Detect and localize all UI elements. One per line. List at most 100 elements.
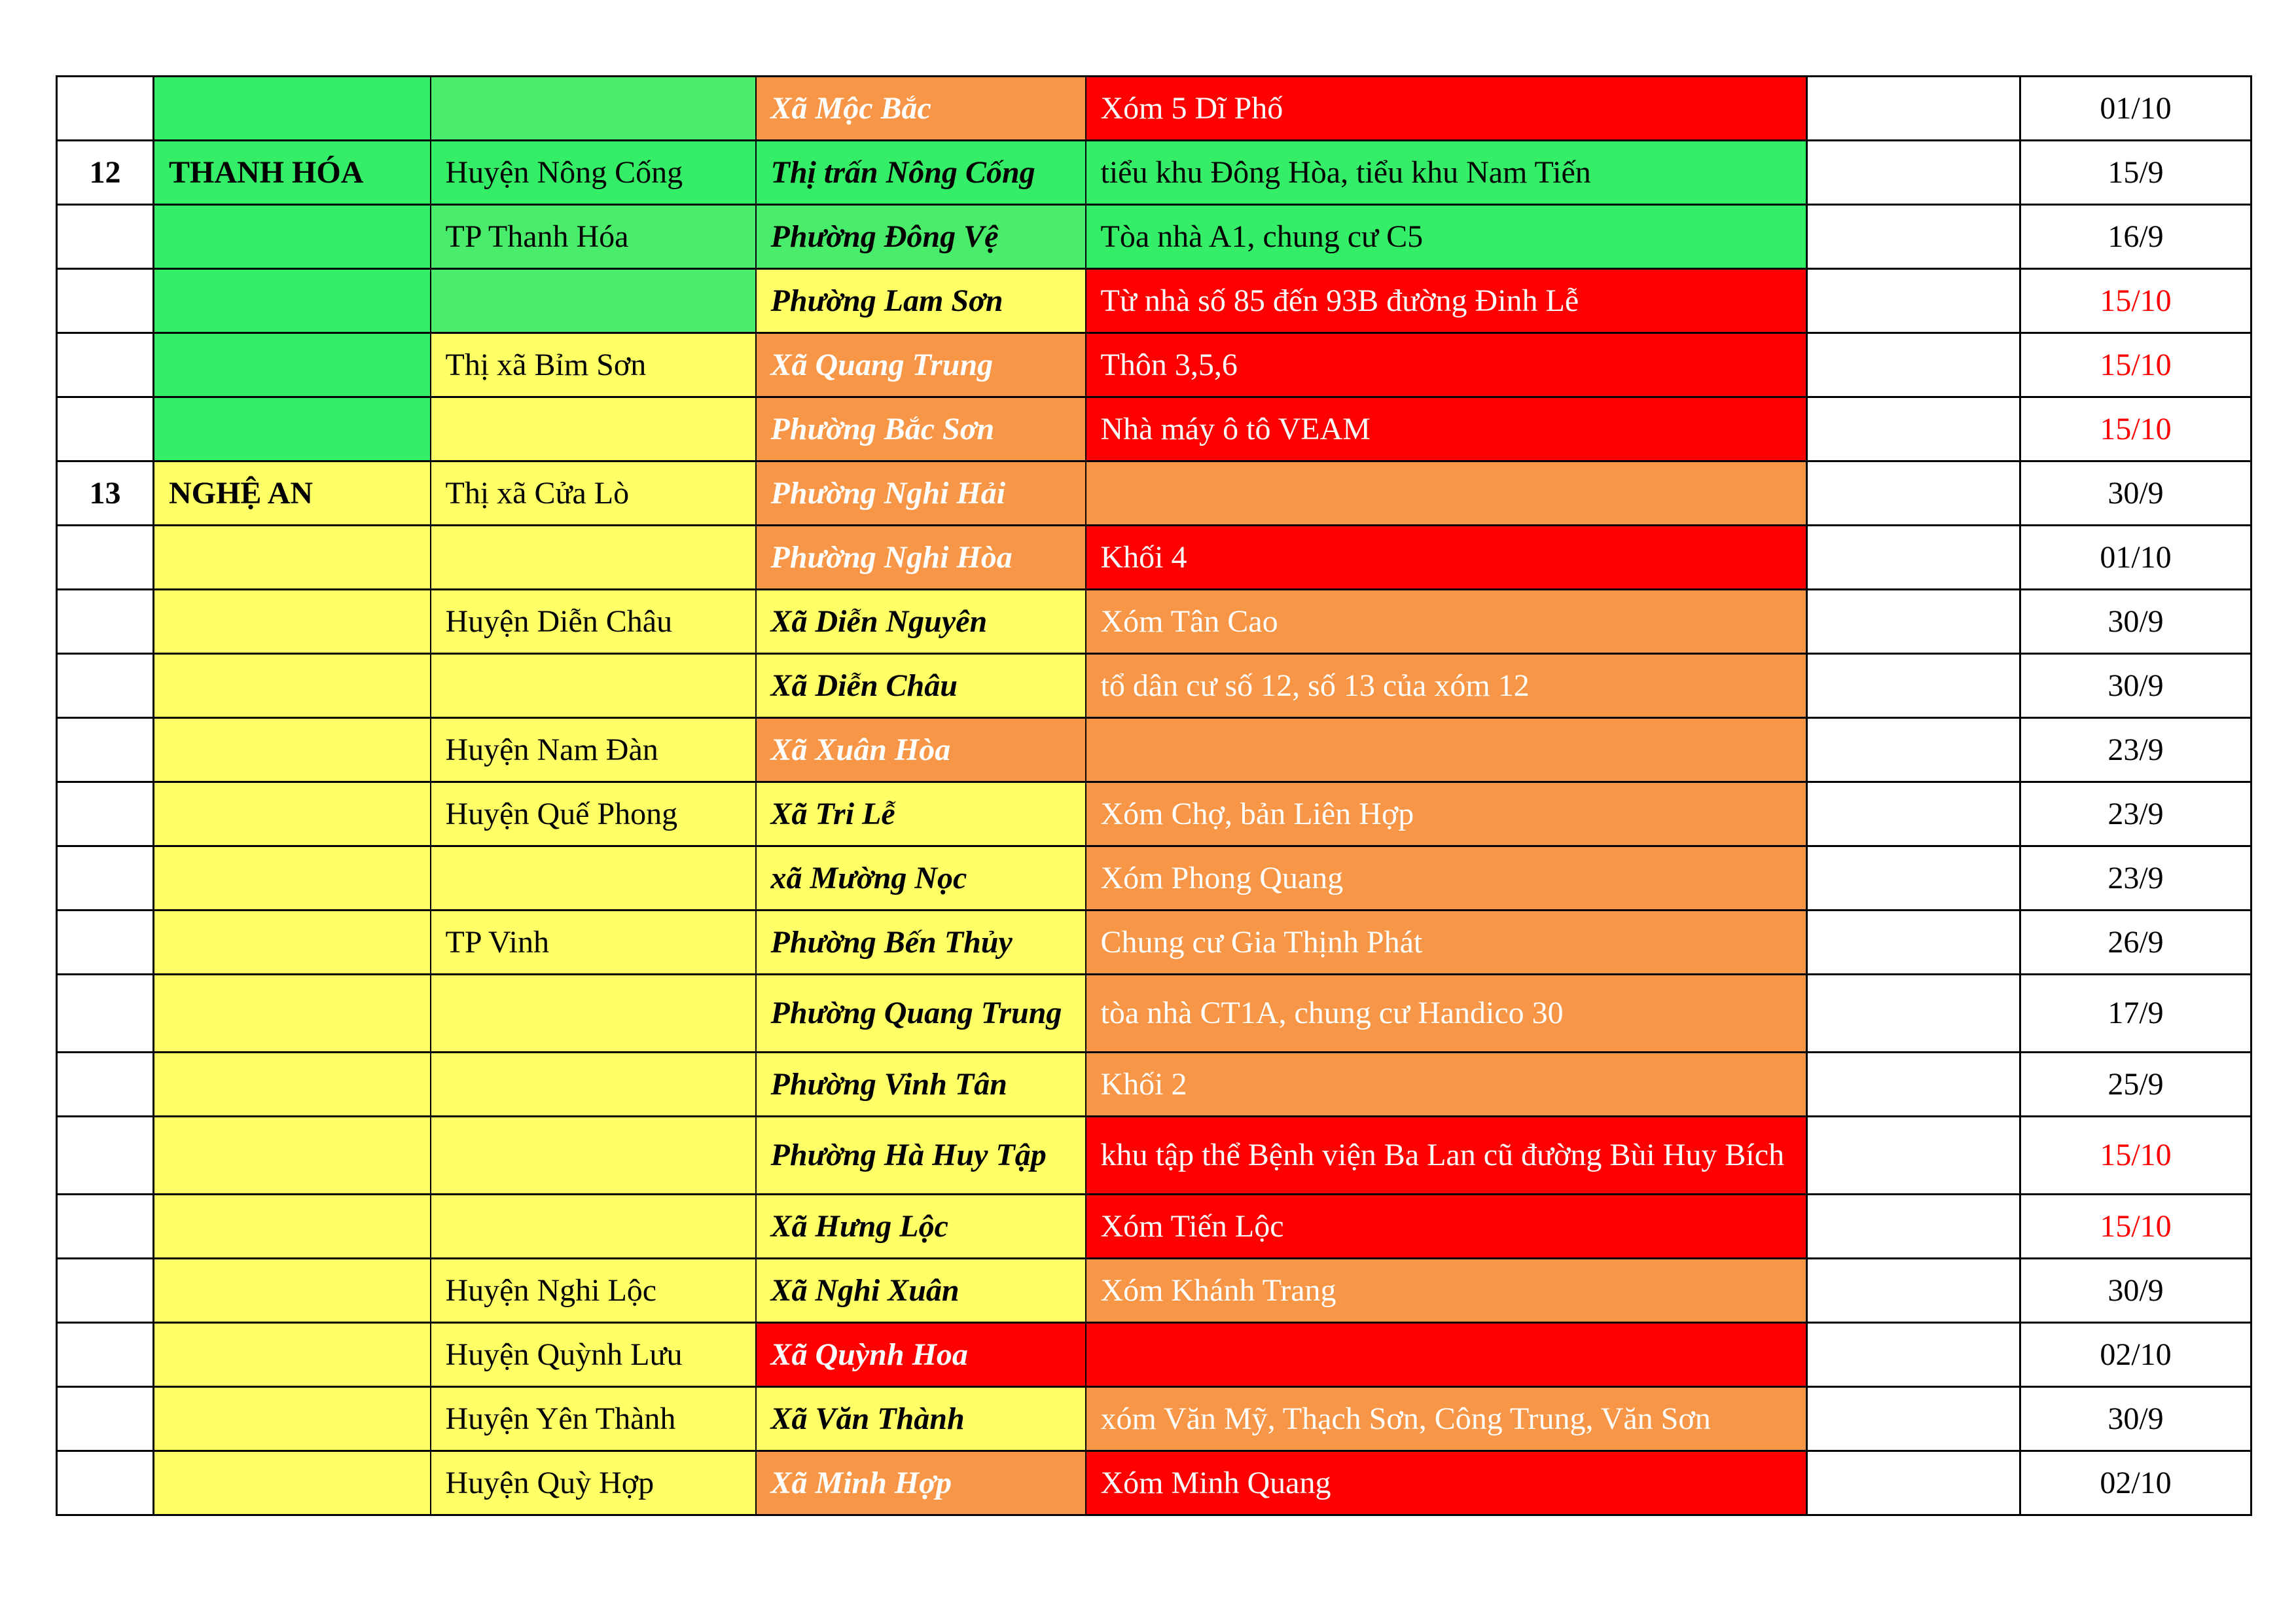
commune-cell: Xã Văn Thành [755,1386,1086,1452]
area-detail-cell: xóm Văn Mỹ, Thạch Sơn, Công Trung, Văn S… [1085,1386,1808,1452]
blank-cell [1806,268,2021,334]
table-row: Huyện Diễn Châu Xã Diễn Nguyên Xóm Tân Cao… [56,588,2252,655]
row-number-cell [56,845,154,911]
province-cell: NGHỆ AN [152,460,431,526]
area-detail-cell: Khối 2 [1085,1051,1808,1117]
row-number-cell [56,1386,154,1452]
blank-cell [1806,1193,2021,1259]
commune-cell: Phường Bắc Sơn [755,396,1086,462]
area-detail-cell [1085,460,1808,526]
commune-cell: Xã Quang Trung [755,332,1086,398]
district-cell: Thị xã Bỉm Sơn [429,332,757,398]
table-row: Phường Nghi Hòa Khối 4 01/10 [56,524,2252,590]
blank-cell [1806,845,2021,911]
date-cell: 23/9 [2019,845,2252,911]
area-detail-cell: Từ nhà số 85 đến 93B đường Đinh Lễ [1085,268,1808,334]
district-cell [429,973,757,1053]
commune-cell: Xã Diễn Châu [755,653,1086,719]
blank-cell [1806,1115,2021,1195]
date-cell: 30/9 [2019,1386,2252,1452]
district-cell [429,524,757,590]
table-row: Huyện Nam Đàn Xã Xuân Hòa 23/9 [56,717,2252,783]
district-cell: TP Thanh Hóa [429,204,757,270]
date-cell: 25/9 [2019,1051,2252,1117]
blank-cell [1806,588,2021,655]
province-cell [152,973,431,1053]
blank-cell [1806,204,2021,270]
table-row: TP Thanh Hóa Phường Đông Vệ Tòa nhà A1, ch… [56,204,2252,270]
commune-cell: xã Mường Nọc [755,845,1086,911]
commune-cell: Thị trấn Nông Cống [755,139,1086,206]
commune-cell: Xã Nghi Xuân [755,1257,1086,1324]
province-cell [152,845,431,911]
province-cell [152,1051,431,1117]
area-detail-cell: Nhà máy ô tô VEAM [1085,396,1808,462]
table-row: Huyện Quế Phong Xã Tri Lễ Xóm Chợ, bản Liê… [56,781,2252,847]
blank-cell [1806,396,2021,462]
district-cell: TP Vinh [429,909,757,975]
province-cell [152,1322,431,1388]
date-cell: 30/9 [2019,653,2252,719]
province-cell [152,75,431,141]
row-number-cell [56,332,154,398]
blank-cell [1806,653,2021,719]
district-cell [429,75,757,141]
province-cell [152,1115,431,1195]
row-number-cell [56,204,154,270]
district-cell: Huyện Quỳ Hợp [429,1450,757,1516]
date-cell: 15/10 [2019,1193,2252,1259]
table-body: Xã Mộc Bắc Xóm 5 Dĩ Phố 01/10 12 THANH HÓA Hu… [56,75,2252,1516]
blank-cell [1806,973,2021,1053]
table-row: Huyện Quỳ Hợp Xã Minh Hợp Xóm Minh Quang 02… [56,1450,2252,1516]
table-row: Xã Mộc Bắc Xóm 5 Dĩ Phố 01/10 [56,75,2252,141]
province-cell [152,909,431,975]
district-cell [429,396,757,462]
date-cell: 15/9 [2019,139,2252,206]
date-cell: 15/10 [2019,396,2252,462]
table-row: Thị xã Bỉm Sơn Xã Quang Trung Thôn 3,5,6 15… [56,332,2252,398]
area-detail-cell: Xóm 5 Dĩ Phố [1085,75,1808,141]
district-cell: Huyện Nông Cống [429,139,757,206]
blank-cell [1806,1386,2021,1452]
table-row: Phường Bắc Sơn Nhà máy ô tô VEAM 15/10 [56,396,2252,462]
table-row: Xã Diễn Châu tổ dân cư số 12, số 13 của x… [56,653,2252,719]
table-row: TP Vinh Phường Bến Thủy Chung cư Gia Thịnh… [56,909,2252,975]
blank-cell [1806,909,2021,975]
table-row: Huyện Quỳnh Lưu Xã Quỳnh Hoa 02/10 [56,1322,2252,1388]
province-cell [152,717,431,783]
district-cell: Thị xã Cửa Lò [429,460,757,526]
row-number-cell [56,653,154,719]
area-detail-cell: Khối 4 [1085,524,1808,590]
commune-cell: Xã Minh Hợp [755,1450,1086,1516]
row-number-cell [56,268,154,334]
commune-cell: Phường Nghi Hòa [755,524,1086,590]
date-cell: 02/10 [2019,1450,2252,1516]
area-detail-cell: tiểu khu Đông Hòa, tiểu khu Nam Tiến [1085,139,1808,206]
table-row: Huyện Nghi Lộc Xã Nghi Xuân Xóm Khánh Tran… [56,1257,2252,1324]
row-number-cell [56,1115,154,1195]
commune-cell: Phường Lam Sơn [755,268,1086,334]
table-row: Huyện Yên Thành Xã Văn Thành xóm Văn Mỹ, T… [56,1386,2252,1452]
area-detail-cell [1085,717,1808,783]
blank-cell [1806,460,2021,526]
commune-cell: Phường Vinh Tân [755,1051,1086,1117]
blank-cell [1806,524,2021,590]
table-row: 13 NGHỆ AN Thị xã Cửa Lò Phường Nghi Hải 30/… [56,460,2252,526]
row-number-cell: 13 [56,460,154,526]
area-detail-cell: Tòa nhà A1, chung cư C5 [1085,204,1808,270]
row-number-cell [56,973,154,1053]
commune-cell: Xã Tri Lễ [755,781,1086,847]
blank-cell [1806,781,2021,847]
date-cell: 17/9 [2019,973,2252,1053]
province-cell [152,332,431,398]
commune-cell: Phường Hà Huy Tập [755,1115,1086,1195]
district-cell [429,1115,757,1195]
district-cell [429,1051,757,1117]
date-cell: 15/10 [2019,268,2252,334]
commune-cell: Phường Bến Thủy [755,909,1086,975]
province-cell [152,204,431,270]
area-detail-cell: Xóm Chợ, bản Liên Hợp [1085,781,1808,847]
date-cell: 23/9 [2019,717,2252,783]
date-cell: 23/9 [2019,781,2252,847]
outbreak-area-table: Xã Mộc Bắc Xóm 5 Dĩ Phố 01/10 12 THANH HÓA Hu… [56,75,2252,1516]
